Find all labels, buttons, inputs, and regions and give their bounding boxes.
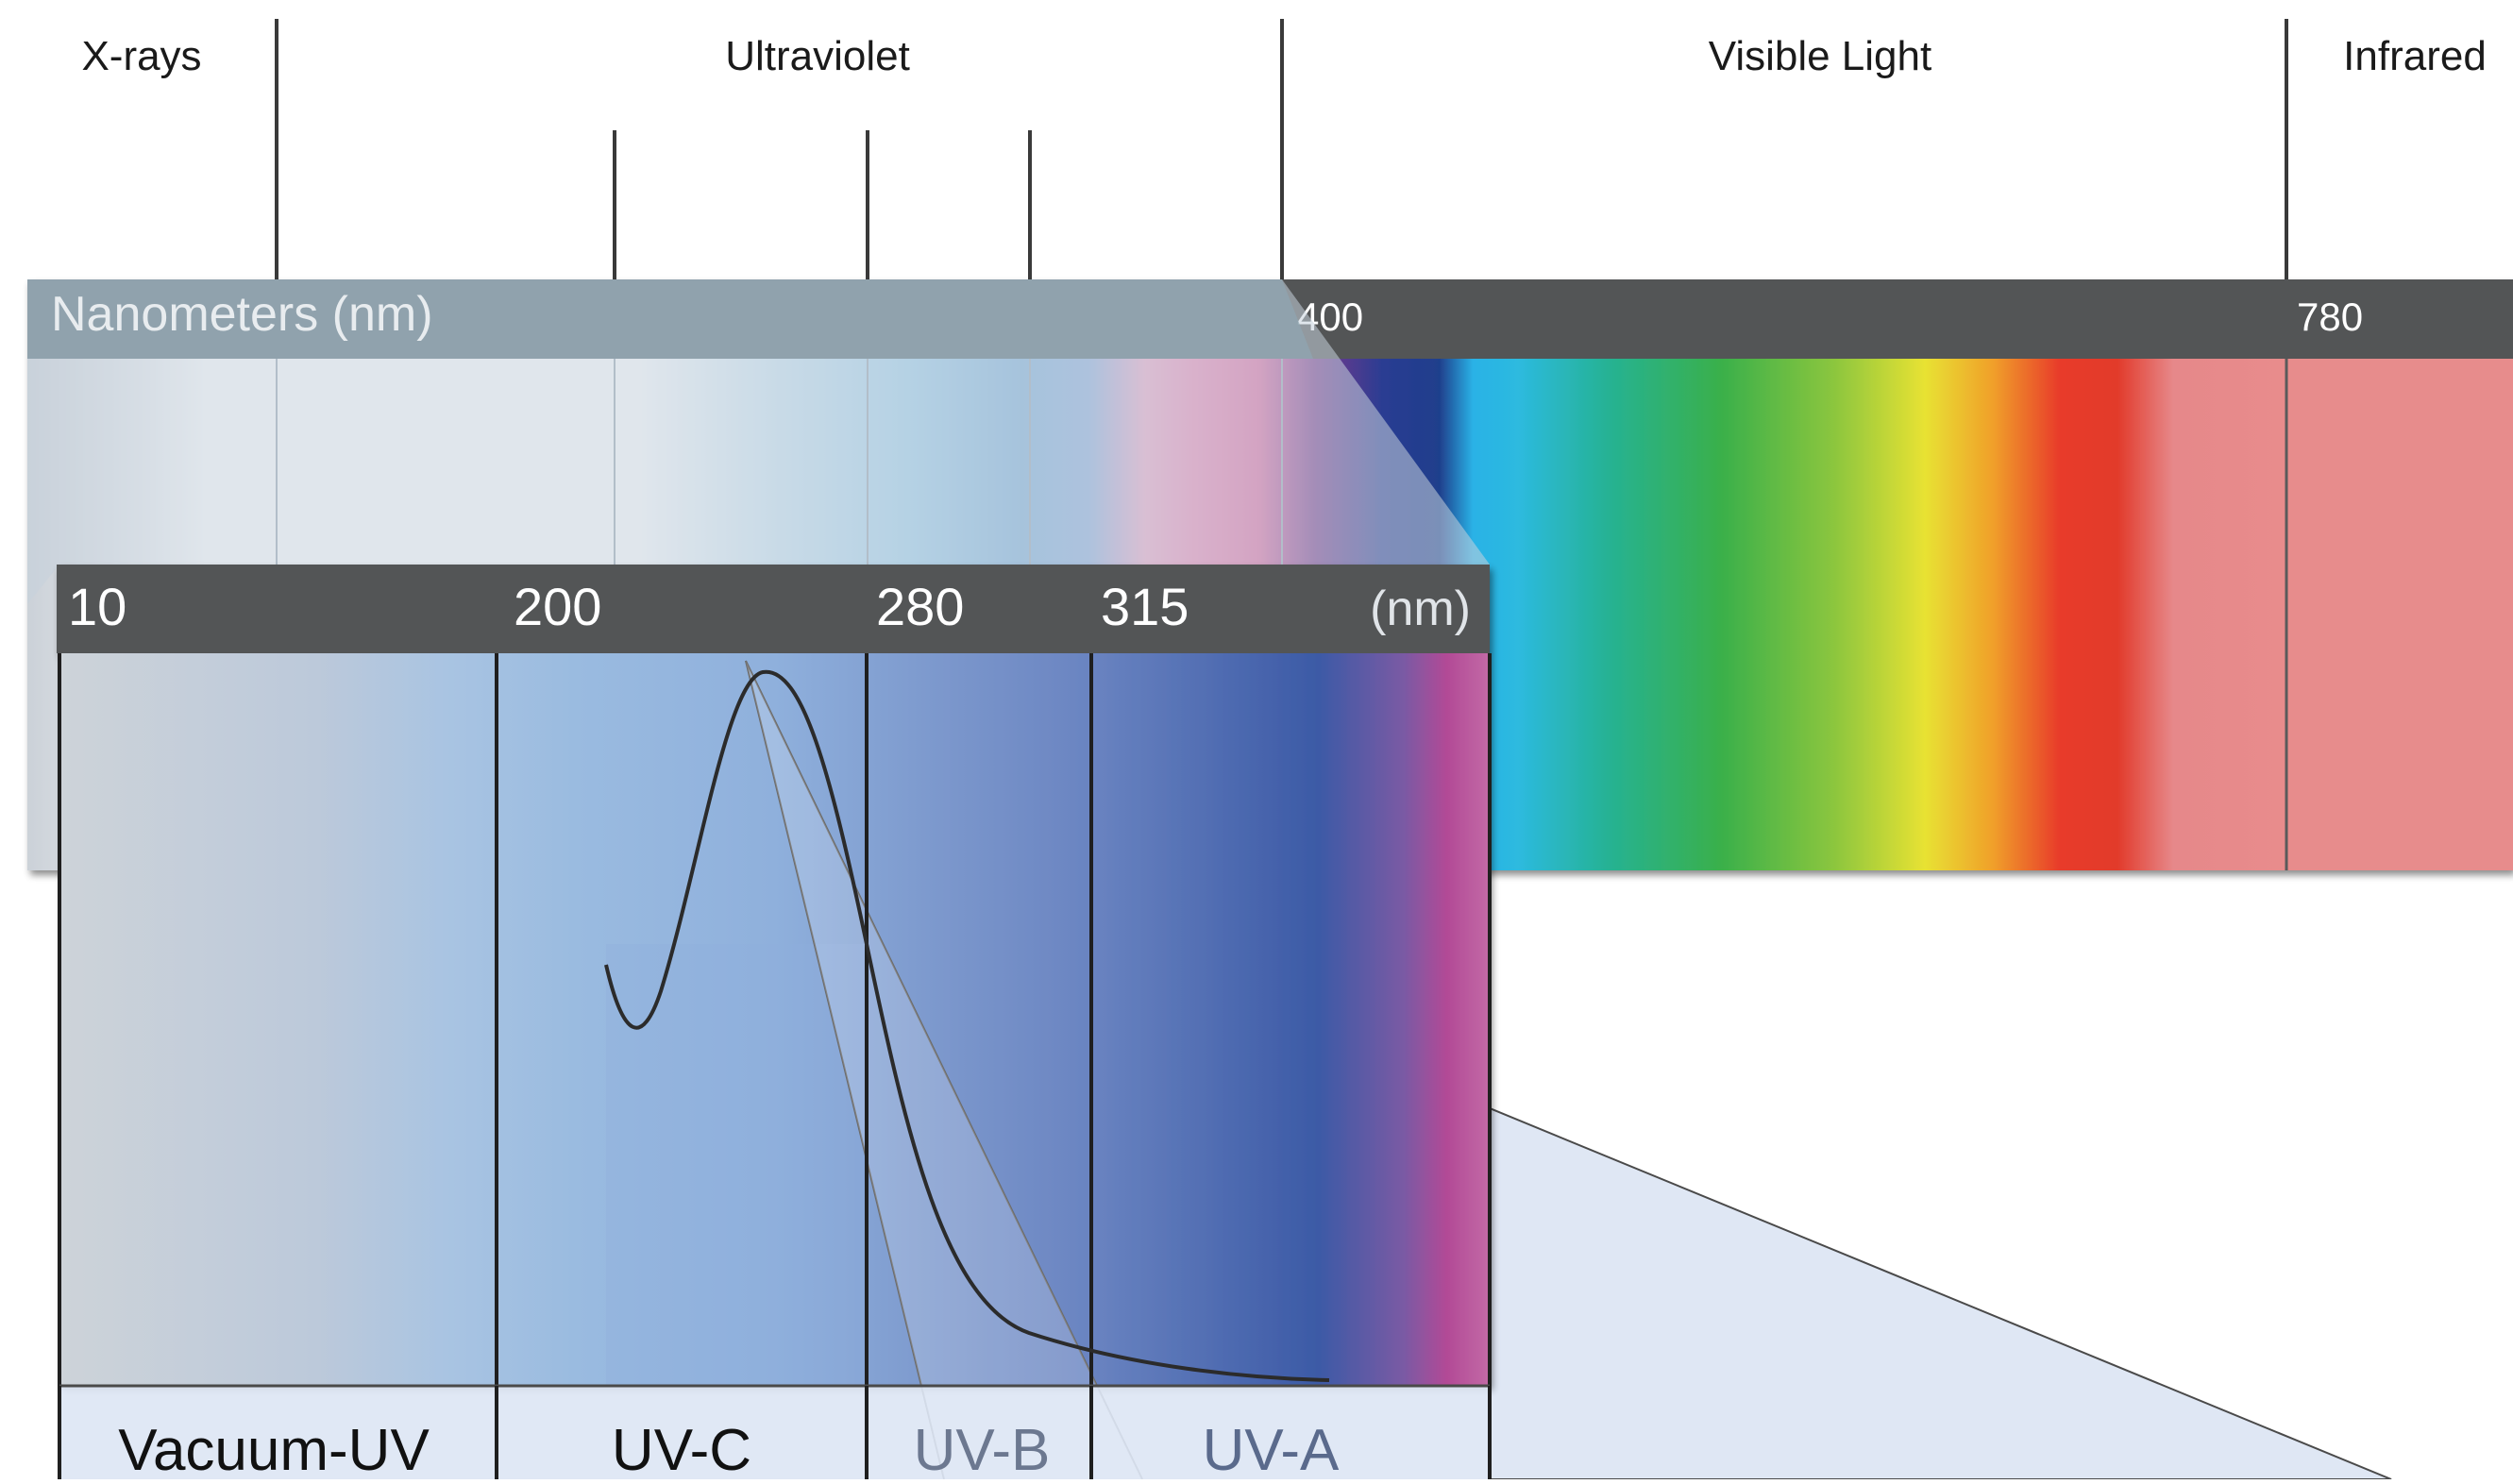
- uv-gradient: [59, 653, 1490, 1386]
- band-strip-dividers: [58, 1386, 1492, 1479]
- zoom-funnel: [27, 279, 1490, 604]
- label-infrared: Infrared: [2343, 33, 2487, 79]
- uv-tick-315: 315: [1101, 577, 1189, 636]
- region-ticks: [275, 19, 2288, 279]
- uv-tick-280: 280: [876, 577, 964, 636]
- band-uva: UV-A: [1203, 1418, 1340, 1479]
- scale-unit-label: Nanometers (nm): [51, 287, 433, 342]
- band-uvb: UV-B: [914, 1418, 1051, 1479]
- light-ray-beam: [746, 661, 1142, 1479]
- band-vacuum-uv: Vacuum-UV: [118, 1418, 430, 1479]
- light-rays: [745, 660, 1143, 1480]
- uvc-shade: [606, 944, 867, 1386]
- label-visible-light: Visible Light: [1709, 33, 1931, 79]
- band-label-strip: [59, 1386, 1490, 1479]
- uv-scale-bar: [57, 565, 1490, 653]
- zoom-funnel-top: [27, 279, 1313, 359]
- band-uvc: UV-C: [612, 1418, 751, 1479]
- uv-tick-10: 10: [68, 577, 126, 636]
- tick-label-780: 780: [2297, 295, 2363, 339]
- uv-zoom-panel: [57, 565, 1490, 1386]
- uv-tick-200: 200: [514, 577, 601, 636]
- uv-band-dividers: [58, 653, 1492, 1479]
- label-ultraviolet: Ultraviolet: [725, 33, 910, 79]
- germicidal-curve: [604, 669, 1330, 1382]
- uv-unit-label: (nm): [1370, 582, 1471, 636]
- infrared-band: [2286, 359, 2513, 870]
- label-xrays: X-rays: [81, 33, 201, 79]
